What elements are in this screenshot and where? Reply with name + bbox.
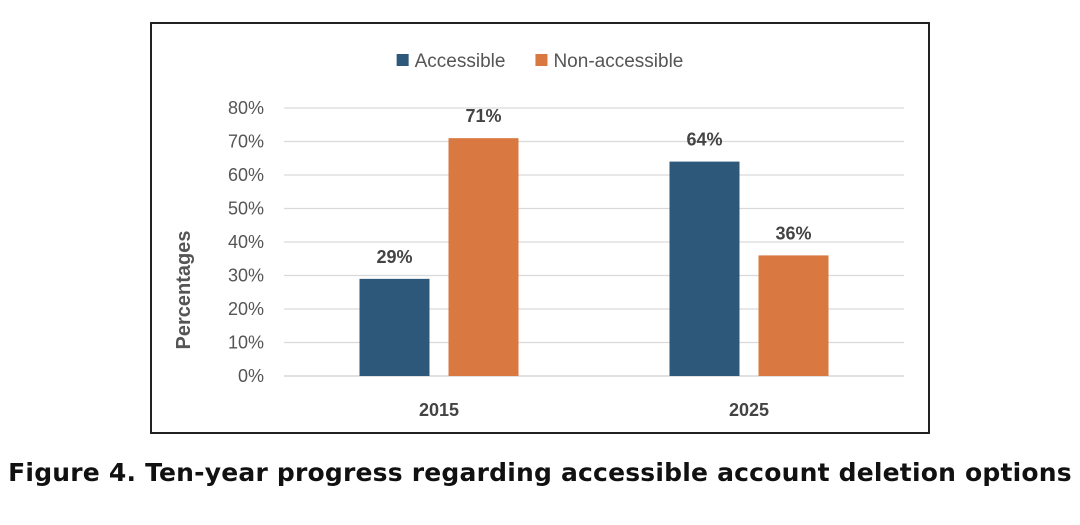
data-label: 71%	[465, 106, 501, 126]
bar-non-accessible-2015	[448, 138, 519, 376]
y-axis-title: Percentages	[173, 231, 195, 350]
legend-label: Accessible	[415, 51, 506, 72]
y-tick-label: 20%	[228, 299, 264, 319]
x-category-label: 2015	[419, 400, 459, 420]
legend-item: Non-accessible	[535, 51, 683, 72]
bar-accessible-2015	[359, 278, 430, 376]
x-category-label: 2025	[729, 400, 769, 420]
chart-frame: 0% 10% 20% 30% 40% 50% 60% 70% 80% 29% 71% 64% 36% …	[150, 22, 930, 434]
data-label: 36%	[775, 223, 811, 243]
legend-label: Non-accessible	[553, 51, 683, 72]
y-axis-ticks: 0% 10% 20% 30% 40% 50% 60% 70% 80%	[228, 98, 264, 386]
bars	[359, 138, 829, 376]
y-tick-label: 10%	[228, 333, 264, 353]
y-tick-label: 50%	[228, 199, 264, 219]
legend: Accessible Non-accessible	[396, 51, 683, 72]
figure-caption: Figure 4. Ten-year progress regarding ac…	[8, 458, 1072, 487]
bar-chart: 0%10%20%30%40%50%60%70%80% 29%71%64%36% …	[173, 51, 904, 420]
data-label: 29%	[376, 247, 412, 267]
y-tick-label: 30%	[228, 266, 264, 286]
y-tick-label: 60%	[228, 165, 264, 185]
bar-non-accessible-2025	[758, 255, 829, 376]
y-tick-label: 80%	[228, 98, 264, 118]
legend-swatch	[535, 54, 548, 66]
data-label: 64%	[686, 130, 722, 150]
y-tick-label: 70%	[228, 132, 264, 152]
y-tick-label: 40%	[228, 232, 264, 252]
y-tick-label: 0%	[238, 366, 264, 386]
legend-swatch	[396, 54, 409, 66]
x-axis-categories: 2015 2025	[419, 400, 769, 420]
bar-accessible-2025	[669, 161, 740, 376]
legend-item: Accessible	[396, 51, 506, 72]
data-labels: 29% 71% 64% 36%	[376, 106, 811, 267]
